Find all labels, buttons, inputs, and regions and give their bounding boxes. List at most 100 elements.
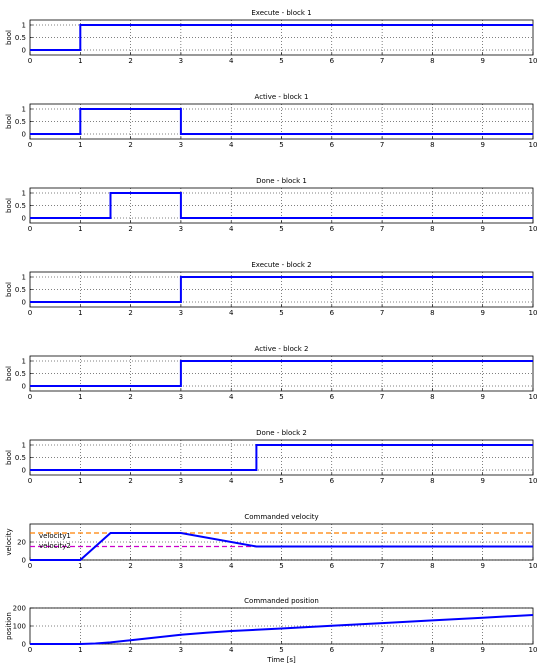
series-line xyxy=(30,614,534,645)
series-line xyxy=(30,360,533,387)
x-tick-label: 5 xyxy=(279,646,283,654)
x-tick-label: 7 xyxy=(380,141,384,149)
x-tick-label: 5 xyxy=(279,57,283,65)
x-tick-label: 3 xyxy=(179,141,183,149)
x-tick-label: 3 xyxy=(179,477,183,485)
x-tick-label: 9 xyxy=(480,393,484,401)
x-tick-label: 0 xyxy=(28,57,32,65)
series-line xyxy=(30,192,533,219)
annotation-velocity2: velocity2 xyxy=(39,542,71,550)
subplot-5: 0 1 2 3 4 5 6 7 8 9 10 0 0.5 1 Active - block 2 bool xyxy=(5,345,537,401)
x-tick-label: 5 xyxy=(279,393,283,401)
x-tick-label: 8 xyxy=(430,477,434,485)
x-tick-label: 6 xyxy=(330,309,335,317)
x-tick-label: 2 xyxy=(128,309,132,317)
y-axis-label: bool xyxy=(5,114,13,129)
x-tick-label: 8 xyxy=(430,393,434,401)
x-tick-label: 4 xyxy=(229,477,234,485)
x-tick-label: 7 xyxy=(380,646,384,654)
y-tick-label: 0.5 xyxy=(15,118,26,126)
subplot-title: Active - block 1 xyxy=(255,93,309,101)
subplot-title: Execute - block 2 xyxy=(251,261,311,269)
x-tick-label: 5 xyxy=(279,141,283,149)
y-tick-label: 1 xyxy=(22,190,26,198)
y-tick-label: 0 xyxy=(22,641,26,649)
x-tick-label: 2 xyxy=(128,562,132,570)
x-tick-label: 3 xyxy=(179,562,183,570)
x-tick-label: 9 xyxy=(480,57,484,65)
x-tick-label: 7 xyxy=(380,309,384,317)
x-tick-label: 9 xyxy=(480,141,484,149)
y-tick-label: 0.5 xyxy=(15,202,26,210)
x-tick-label: 2 xyxy=(128,225,132,233)
x-tick-label: 8 xyxy=(430,141,434,149)
x-tick-label: 2 xyxy=(128,141,132,149)
x-tick-label: 1 xyxy=(78,646,82,654)
y-tick-label: 1 xyxy=(22,442,26,450)
y-tick-label: 0 xyxy=(22,131,26,139)
subplot-4: 0 1 2 3 4 5 6 7 8 9 10 0 0.5 1 Execute - block 2 bool xyxy=(5,261,537,317)
x-tick-label: 1 xyxy=(78,225,82,233)
x-tick-label: 7 xyxy=(380,477,384,485)
y-axis-label: velocity xyxy=(5,528,13,555)
x-tick-label: 9 xyxy=(480,477,484,485)
x-tick-label: 4 xyxy=(229,57,234,65)
y-tick-label: 1 xyxy=(22,22,26,30)
x-tick-label: 1 xyxy=(78,477,82,485)
y-tick-label: 0 xyxy=(22,467,26,475)
y-tick-label: 20 xyxy=(17,539,26,547)
x-tick-label: 3 xyxy=(179,646,183,654)
x-tick-label: 8 xyxy=(430,646,434,654)
x-tick-label: 5 xyxy=(279,562,283,570)
y-tick-label: 0 xyxy=(22,557,26,565)
x-tick-label: 3 xyxy=(179,393,183,401)
x-tick-label: 1 xyxy=(78,393,82,401)
subplot-title: Active - block 2 xyxy=(255,345,309,353)
series-line xyxy=(30,532,533,561)
x-tick-label: 1 xyxy=(78,309,82,317)
subplot-3: 0 1 2 3 4 5 6 7 8 9 10 0 0.5 1 Done - block 1 bool xyxy=(5,177,537,233)
y-tick-label: 200 xyxy=(13,605,26,613)
y-tick-label: 1 xyxy=(22,274,26,282)
x-tick-label: 0 xyxy=(28,646,32,654)
subplot-6: 0 1 2 3 4 5 6 7 8 9 10 0 0.5 1 Done - block 2 bool xyxy=(5,429,537,485)
series-line xyxy=(30,24,533,51)
series-line xyxy=(30,108,533,135)
x-tick-label: 8 xyxy=(430,225,434,233)
x-tick-label: 0 xyxy=(28,562,32,570)
x-tick-label: 2 xyxy=(128,57,132,65)
x-tick-label: 0 xyxy=(28,309,32,317)
y-tick-label: 0.5 xyxy=(15,286,26,294)
x-tick-label: 0 xyxy=(28,393,32,401)
subplot-2: 0 1 2 3 4 5 6 7 8 9 10 0 0.5 1 Active - block 1 bool xyxy=(5,93,537,149)
y-tick-label: 0 xyxy=(22,299,26,307)
y-tick-label: 0.5 xyxy=(15,370,26,378)
series-line xyxy=(30,444,533,471)
y-tick-label: 0.5 xyxy=(15,454,26,462)
y-axis-label: bool xyxy=(5,282,13,297)
y-tick-label: 0 xyxy=(22,47,26,55)
x-tick-label: 9 xyxy=(480,225,484,233)
x-tick-label: 6 xyxy=(330,225,335,233)
x-tick-label: 3 xyxy=(179,225,183,233)
x-tick-label: 9 xyxy=(480,562,484,570)
x-tick-label: 9 xyxy=(480,309,484,317)
y-axis-label: bool xyxy=(5,198,13,213)
subplot-7: 0 1 2 3 4 5 6 7 8 9 10 0 20 velocity1 velocity2 Command… xyxy=(5,513,537,570)
x-tick-label: 7 xyxy=(380,562,384,570)
x-tick-label: 4 xyxy=(229,225,234,233)
x-tick-label: 10 xyxy=(529,646,538,654)
x-tick-label: 8 xyxy=(430,562,434,570)
series-line xyxy=(30,276,533,303)
y-axis-label: bool xyxy=(5,30,13,45)
x-tick-label: 1 xyxy=(78,562,82,570)
x-tick-label: 7 xyxy=(380,57,384,65)
y-tick-label: 0 xyxy=(22,215,26,223)
x-tick-label: 6 xyxy=(330,393,335,401)
x-tick-label: 2 xyxy=(128,393,132,401)
x-tick-label: 9 xyxy=(480,646,484,654)
subplot-title: Commanded position xyxy=(244,597,319,605)
x-tick-label: 7 xyxy=(380,393,384,401)
x-tick-label: 0 xyxy=(28,141,32,149)
